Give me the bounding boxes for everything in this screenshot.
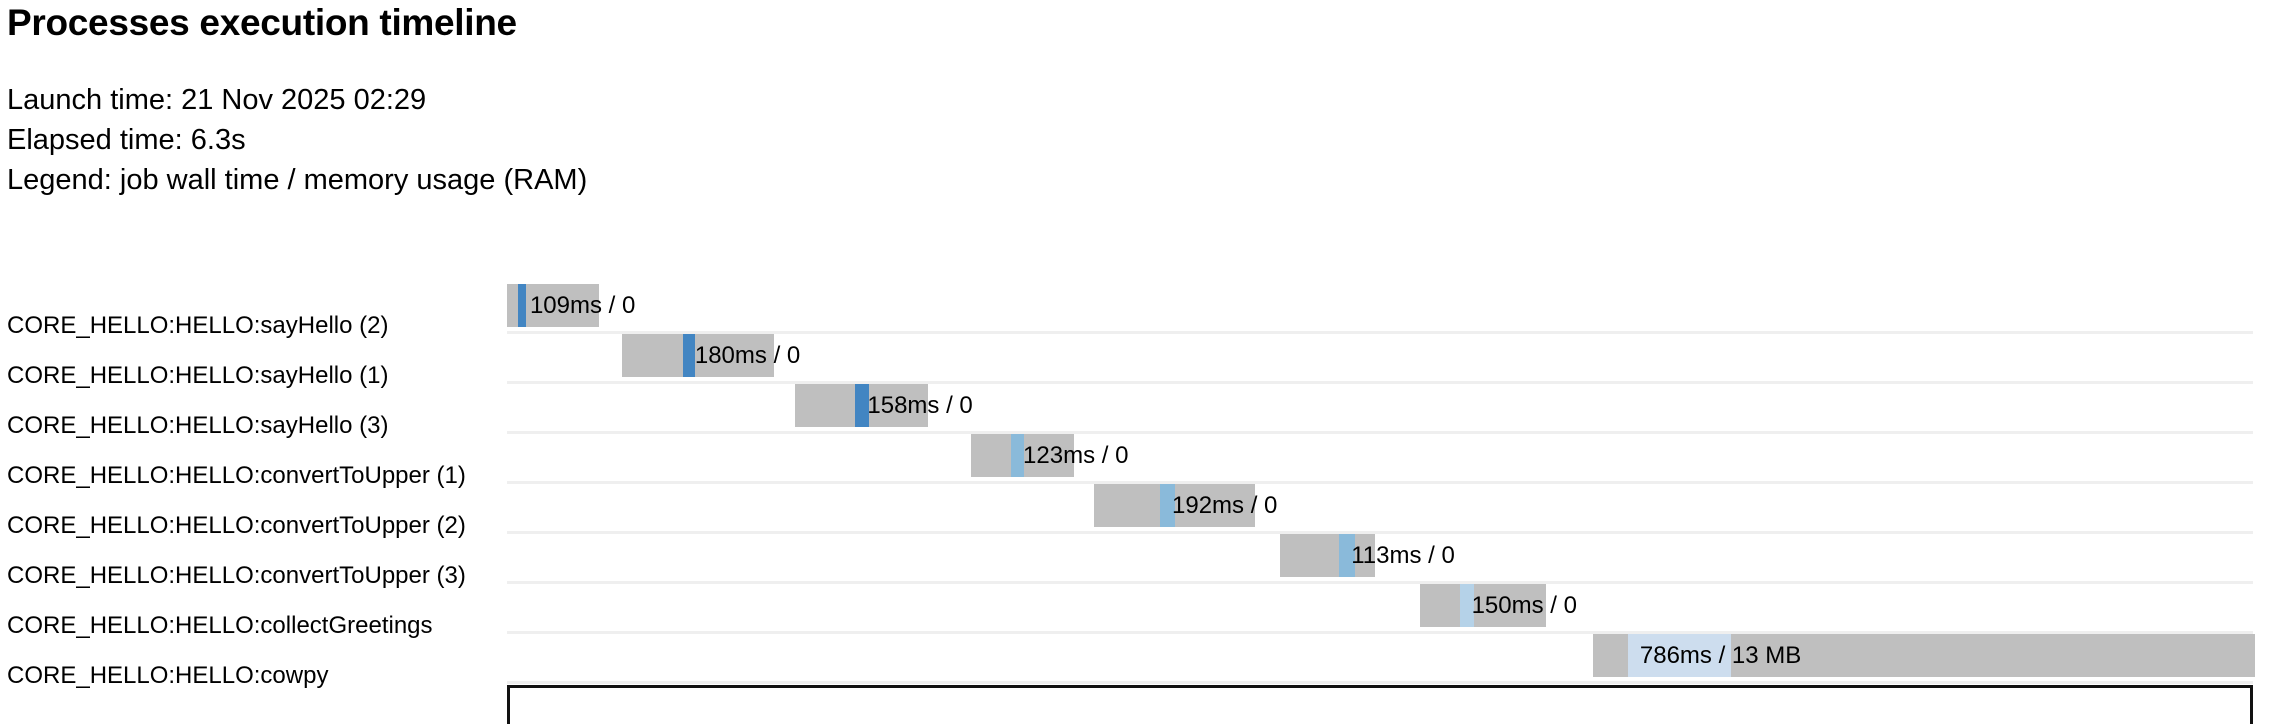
process-row-label: CORE_HELLO:HELLO:sayHello (3) xyxy=(7,412,389,439)
task-run-segment xyxy=(517,284,527,327)
report-meta: Launch time: 21 Nov 2025 02:29 Elapsed t… xyxy=(7,80,587,200)
process-row-label: CORE_HELLO:HELLO:sayHello (2) xyxy=(7,312,389,339)
process-row-label: CORE_HELLO:HELLO:convertToUpper (1) xyxy=(7,462,466,489)
task-bar-label: 123ms / 0 xyxy=(1023,441,1129,469)
task-bar-label: 192ms / 0 xyxy=(1172,491,1278,519)
task-bar xyxy=(507,284,599,327)
task-bar xyxy=(1093,484,1256,527)
elapsed-time-line: Elapsed time: 6.3s xyxy=(7,124,246,156)
process-row-label: CORE_HELLO:HELLO:convertToUpper (2) xyxy=(7,512,466,539)
task-bar xyxy=(622,334,774,377)
task-run-segment xyxy=(1159,484,1176,527)
row-separator xyxy=(507,331,2253,334)
row-separator xyxy=(507,531,2253,534)
row-separator xyxy=(507,631,2253,634)
task-bar-label: 113ms / 0 xyxy=(1351,541,1455,569)
page-title: Processes execution timeline xyxy=(7,2,517,43)
task-run-segment xyxy=(1627,634,1731,677)
task-bar-label: 150ms / 0 xyxy=(1471,591,1577,619)
task-bar xyxy=(970,434,1075,477)
process-row-label: CORE_HELLO:HELLO:cowpy xyxy=(7,662,329,689)
row-separator xyxy=(507,381,2253,384)
task-run-segment xyxy=(1339,534,1356,577)
task-bar xyxy=(1280,534,1376,577)
process-row-label: CORE_HELLO:HELLO:convertToUpper (3) xyxy=(7,562,466,589)
row-separator xyxy=(507,481,2253,484)
task-bar xyxy=(1593,634,2255,677)
launch-time-line: Launch time: 21 Nov 2025 02:29 xyxy=(7,84,427,116)
bottom-cutoff-panel xyxy=(507,685,2253,724)
task-run-segment xyxy=(1459,584,1474,627)
task-run-segment xyxy=(682,334,695,377)
task-bar-label: 109ms / 0 xyxy=(529,291,636,319)
task-bar-label: 786ms / 13 MB xyxy=(1639,641,1802,669)
row-separator xyxy=(507,581,2253,584)
process-row-label: CORE_HELLO:HELLO:collectGreetings xyxy=(7,612,433,639)
legend-line: Legend: job wall time / memory usage (RA… xyxy=(7,164,588,196)
task-bar xyxy=(1420,584,1547,627)
task-run-segment xyxy=(1011,434,1024,477)
row-separator xyxy=(507,431,2253,434)
task-bar xyxy=(794,384,928,427)
row-separator xyxy=(507,681,2253,684)
process-row-label: CORE_HELLO:HELLO:sayHello (1) xyxy=(7,362,389,389)
task-bar-label: 180ms / 0 xyxy=(694,341,801,369)
task-run-segment xyxy=(855,384,869,427)
task-bar-label: 158ms / 0 xyxy=(867,391,973,419)
